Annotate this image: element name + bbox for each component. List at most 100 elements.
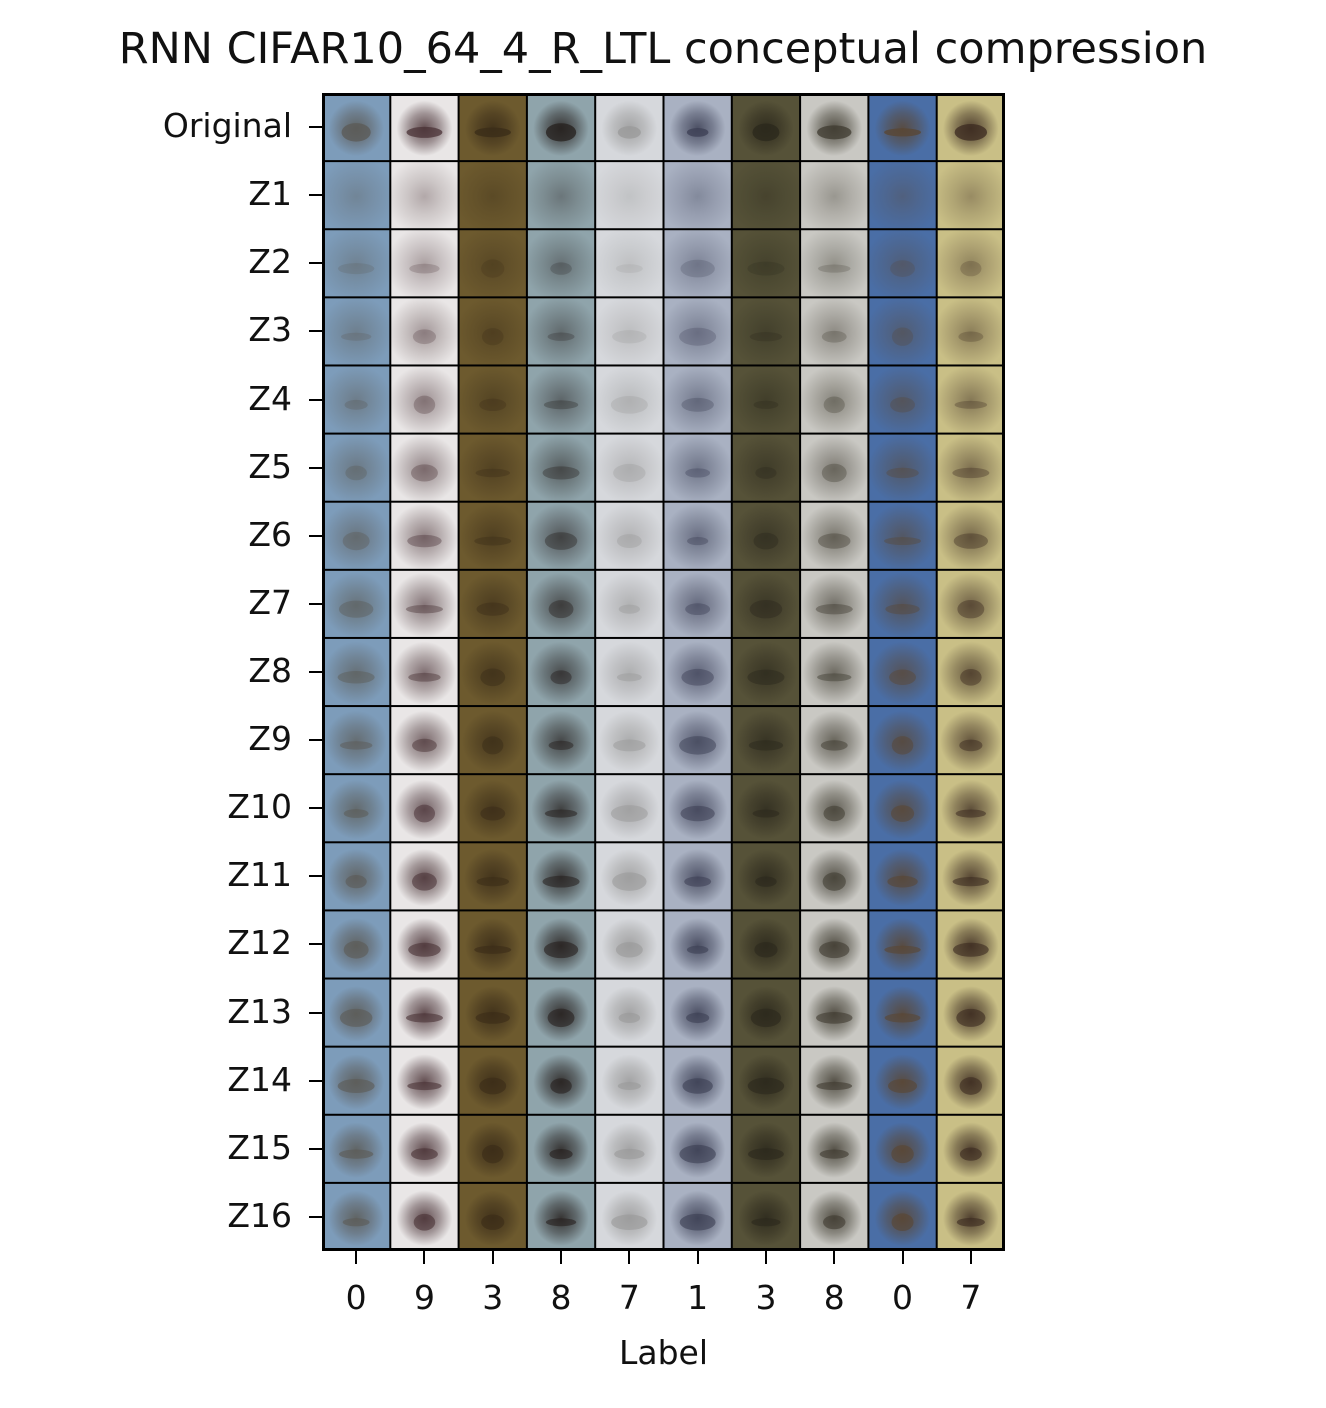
x-tick-mark bbox=[628, 1251, 631, 1264]
image-cell-z8-col-0 bbox=[323, 638, 390, 706]
subject-blob-original-col-5 bbox=[686, 127, 709, 137]
subject-blob-z9-col-1 bbox=[412, 738, 437, 753]
subject-blob-z14-col-7 bbox=[816, 1081, 853, 1091]
subject-blob-z5-col-2 bbox=[475, 468, 510, 478]
y-tick-label-z4: Z4 bbox=[248, 378, 292, 418]
subject-blob-z8-col-4 bbox=[616, 673, 642, 682]
image-cell-z13-col-5 bbox=[664, 979, 731, 1046]
subject-blob-z8-col-3 bbox=[550, 670, 572, 685]
image-cell-z6-col-3 bbox=[527, 502, 595, 569]
image-cell-z3-col-1 bbox=[391, 298, 458, 365]
subject-blob-z5-col-1 bbox=[410, 464, 438, 482]
image-cell-z9-col-1 bbox=[391, 707, 458, 774]
image-cell-z3-col-7 bbox=[801, 298, 868, 365]
image-cell-z2-col-1 bbox=[391, 230, 458, 297]
image-cell-z1-col-1 bbox=[391, 162, 458, 229]
subject-blob-z8-col-8 bbox=[889, 669, 916, 686]
y-tick-mark bbox=[309, 262, 322, 265]
subject-blob-z11-col-8 bbox=[887, 875, 918, 888]
subject-blob-z16-col-8 bbox=[891, 1213, 914, 1232]
image-cell-z3-col-6 bbox=[732, 298, 800, 365]
image-cell-z8-col-4 bbox=[596, 638, 663, 706]
subject-blob-z5-col-9 bbox=[952, 467, 990, 479]
subject-blob-z9-col-6 bbox=[748, 740, 784, 751]
x-tick-mark bbox=[969, 1251, 972, 1264]
subject-blob-z9-col-0 bbox=[339, 741, 373, 750]
subject-blob-z14-col-4 bbox=[617, 1082, 641, 1090]
x-tick-label-2: 3 bbox=[482, 1278, 504, 1317]
subject-blob-z10-col-3 bbox=[544, 809, 578, 818]
image-cell-z6-col-1 bbox=[391, 502, 458, 569]
image-cell-z2-col-6 bbox=[732, 230, 800, 297]
image-cell-z11-col-6 bbox=[732, 843, 800, 910]
subject-blob-z16-col-2 bbox=[481, 1214, 505, 1230]
subject-blob-z13-col-3 bbox=[547, 1008, 575, 1028]
x-axis-label: Label bbox=[618, 1333, 709, 1372]
subject-blob-z3-col-0 bbox=[341, 332, 372, 341]
image-cell-z7-col-9 bbox=[937, 570, 1004, 637]
image-cell-z2-col-9 bbox=[937, 230, 1004, 297]
image-cell-z1-col-7 bbox=[801, 162, 868, 229]
subject-blob-z13-col-5 bbox=[686, 1012, 710, 1024]
subject-blob-z3-col-5 bbox=[679, 327, 717, 346]
y-tick-label-z8: Z8 bbox=[248, 651, 292, 690]
subject-blob-z4-col-7 bbox=[823, 396, 845, 414]
subject-blob-z5-col-5 bbox=[685, 468, 711, 478]
axes-frame bbox=[322, 93, 1005, 1251]
y-tick-label-z14: Z14 bbox=[227, 1059, 292, 1099]
subject-blob-z15-col-9 bbox=[959, 1147, 982, 1161]
image-cell-z3-col-5 bbox=[664, 298, 731, 365]
subject-blob-z2-col-3 bbox=[550, 262, 572, 275]
image-cell-z6-col-4 bbox=[596, 502, 663, 569]
subject-blob-z15-col-2 bbox=[481, 1144, 504, 1164]
subject-blob-z12-col-4 bbox=[615, 942, 643, 958]
subject-blob-z7-col-6 bbox=[749, 599, 783, 619]
image-cell-z1-col-2 bbox=[459, 162, 526, 229]
image-cell-z10-col-3 bbox=[527, 775, 595, 842]
image-cell-z4-col-6 bbox=[732, 366, 800, 433]
subject-blob-z15-col-3 bbox=[549, 1148, 573, 1160]
subject-blob-original-col-0 bbox=[341, 123, 371, 142]
subject-blob-z12-col-8 bbox=[884, 945, 921, 954]
subject-blob-original-col-3 bbox=[545, 123, 577, 142]
subject-blob-z13-col-0 bbox=[339, 1008, 373, 1027]
y-tick-mark bbox=[309, 466, 322, 469]
image-cell-z8-col-5 bbox=[664, 638, 731, 706]
image-cell-z7-col-8 bbox=[869, 570, 936, 637]
subject-blob-z16-col-3 bbox=[545, 1218, 577, 1227]
image-cell-z1-col-5 bbox=[664, 162, 731, 229]
image-cell-z8-col-7 bbox=[801, 638, 868, 706]
subject-blob-z11-col-1 bbox=[411, 872, 437, 891]
subject-blob-z5-col-0 bbox=[345, 465, 367, 481]
image-cell-z15-col-4 bbox=[596, 1115, 663, 1182]
subject-blob-z12-col-9 bbox=[952, 942, 989, 957]
subject-blob-z4-col-5 bbox=[681, 397, 714, 412]
subject-blob-z14-col-5 bbox=[682, 1078, 713, 1094]
subject-blob-z6-col-2 bbox=[474, 536, 512, 546]
subject-blob-z10-col-5 bbox=[680, 805, 715, 822]
image-cell-z1-col-6 bbox=[732, 162, 800, 229]
image-cell-z12-col-5 bbox=[664, 911, 731, 978]
subject-blob-z4-col-4 bbox=[610, 395, 648, 414]
image-cell-z16-col-0 bbox=[323, 1183, 390, 1250]
subject-blob-z14-col-6 bbox=[747, 1077, 785, 1095]
image-cell-z7-col-7 bbox=[801, 570, 868, 637]
image-cell-z4-col-5 bbox=[664, 366, 731, 433]
image-cell-z4-col-9 bbox=[937, 366, 1004, 433]
subject-blob-z4-col-9 bbox=[954, 400, 988, 409]
subject-blob-z2-col-1 bbox=[409, 263, 440, 274]
subject-blob-z11-col-7 bbox=[822, 872, 846, 891]
image-cell-z11-col-9 bbox=[937, 843, 1004, 910]
x-tick-mark bbox=[764, 1251, 767, 1264]
x-tick-mark bbox=[491, 1251, 494, 1264]
x-tick-label-6: 3 bbox=[755, 1278, 777, 1317]
y-tick-mark bbox=[309, 1011, 322, 1014]
subject-blob-z12-col-1 bbox=[408, 942, 441, 957]
subject-blob-z10-col-4 bbox=[610, 805, 648, 822]
subject-blob-z13-col-7 bbox=[816, 1012, 853, 1024]
x-tick-label-9: 7 bbox=[960, 1278, 982, 1317]
image-cell-z2-col-2 bbox=[459, 230, 526, 297]
subject-blob-z2-col-4 bbox=[615, 264, 643, 273]
y-tick-mark bbox=[309, 602, 322, 605]
image-cell-z4-col-8 bbox=[869, 366, 936, 433]
